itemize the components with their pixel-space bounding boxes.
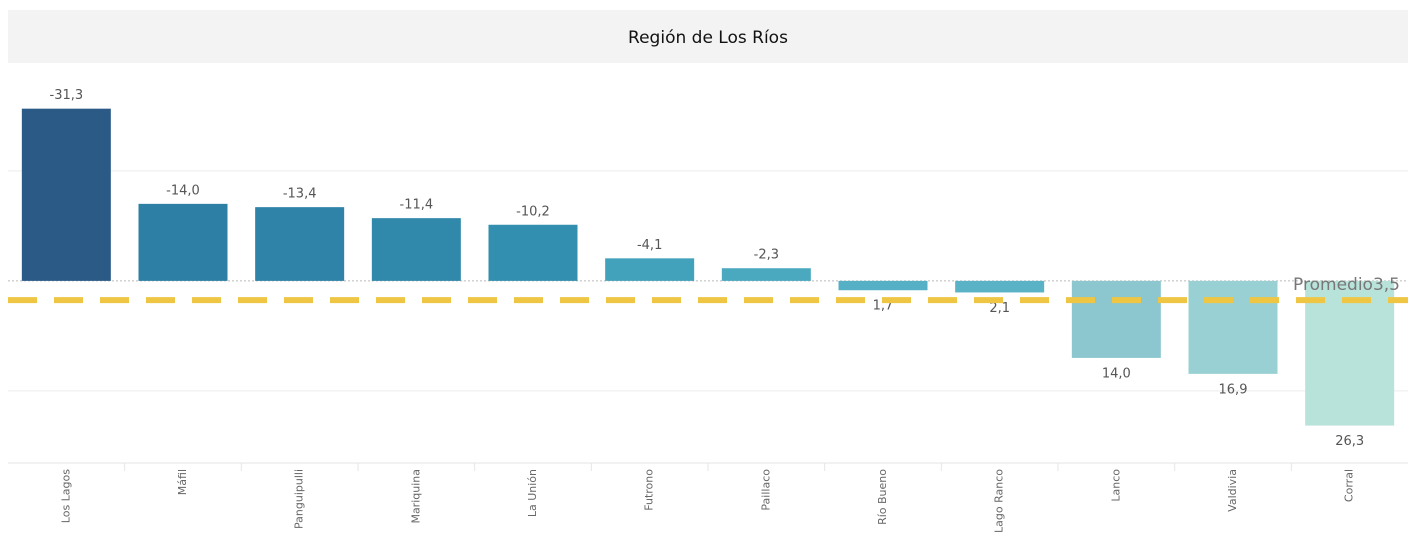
x-tick-label: Paillaco [759,469,772,511]
data-label: -4,1 [637,238,662,253]
bar [488,224,578,281]
bar [838,280,928,291]
x-tick-label: Lago Ranco [993,469,1006,533]
bar [255,207,345,281]
x-tick-label: Máfil [176,469,189,495]
x-tick-label: La Unión [526,469,539,517]
data-label: 14,0 [1102,366,1131,381]
data-label: -31,3 [50,88,84,103]
data-label: -14,0 [166,183,200,198]
bar [721,268,811,281]
x-tick-label: Corral [1343,469,1356,502]
average-label: Promedio3,5 [1293,275,1400,295]
data-label: 16,9 [1219,382,1248,397]
x-tick-label: Lanco [1109,469,1122,502]
bar [605,258,695,281]
data-label: -11,4 [400,198,434,213]
chart-title: Región de Los Ríos [628,28,788,48]
bar [371,218,461,281]
bar [1305,280,1395,426]
title-band [8,10,1408,63]
data-label: -2,3 [754,248,779,263]
bar [138,203,228,281]
average-label-name: Promedio [1293,275,1373,295]
average-label-value: 3,5 [1373,275,1400,295]
bar [1188,280,1278,374]
x-tick-label: Los Lagos [59,469,72,523]
x-tick-label: Valdivia [1226,469,1239,512]
x-tick-label: Panguipulli [293,469,306,529]
data-label: 2,1 [989,301,1010,316]
data-label: -10,2 [516,204,550,219]
x-tick-label: Futrono [643,469,656,511]
x-tick-label: Río Bueno [876,469,889,525]
data-label: -13,4 [283,187,317,202]
data-label: 26,3 [1335,434,1364,449]
bar [21,108,111,281]
bar [955,280,1045,293]
x-tick-label: Mariquina [409,469,422,524]
bar [1071,280,1161,358]
